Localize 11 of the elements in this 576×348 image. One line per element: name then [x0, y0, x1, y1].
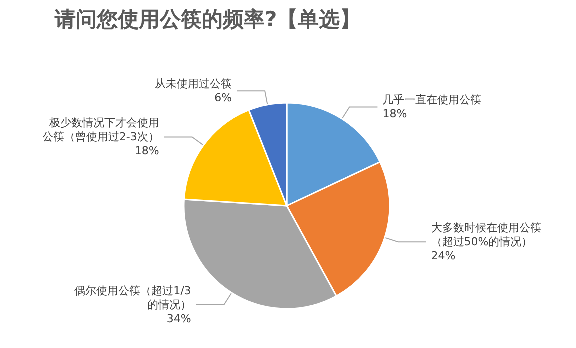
slice-label: 偶尔使用公筷（超过1/3的情况） [74, 284, 192, 312]
slice-label: 几乎一直在使用公筷 [382, 94, 482, 107]
data-label: 18% [134, 144, 160, 158]
slice-label: 极少数情况下才会使用公筷（曾使用过2-3次） [42, 116, 160, 144]
data-label: 34% [166, 312, 192, 326]
data-label: 18% [382, 108, 408, 121]
slice-label: 从未使用过公筷 [155, 78, 232, 91]
slice-label: 大多数时候在使用公筷（超过50%的情况） [431, 222, 542, 249]
chart-title: 请问您使用公筷的频率?【单选】 [54, 8, 362, 32]
data-label: 6% [214, 92, 232, 105]
data-label: 24% [431, 250, 456, 263]
